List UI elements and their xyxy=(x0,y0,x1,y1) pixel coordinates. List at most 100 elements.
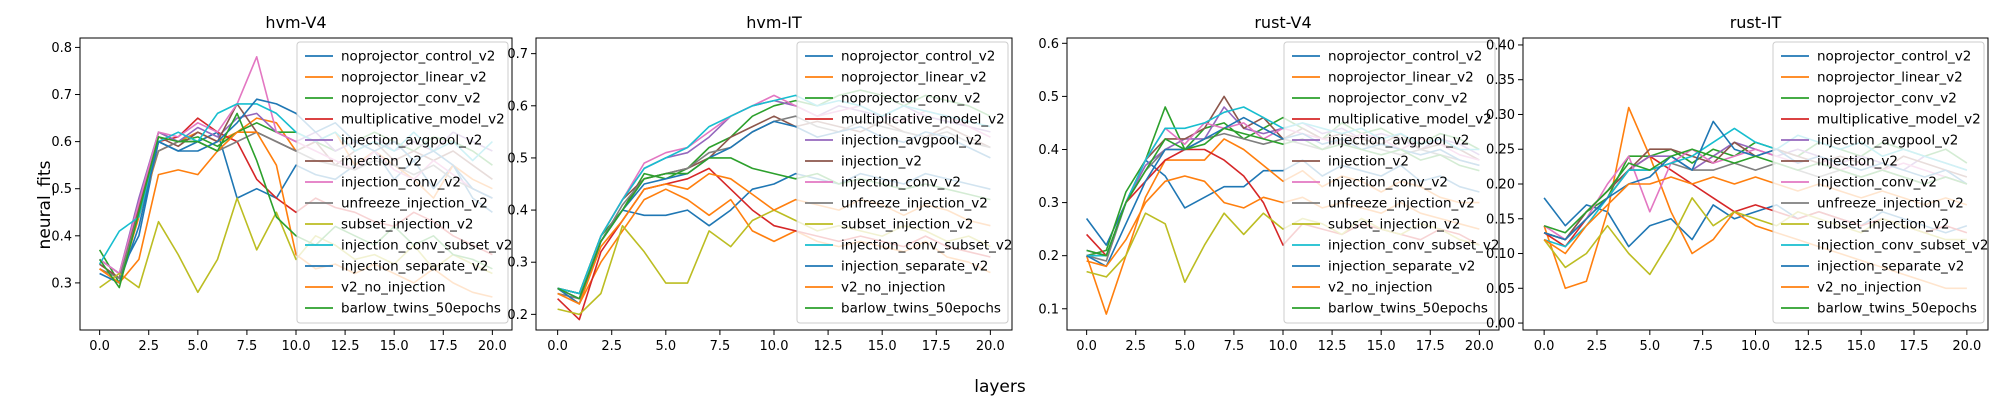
chart-title: hvm-IT xyxy=(746,13,802,32)
legend: noprojector_control_v2 noprojector_linear… xyxy=(1283,41,1500,324)
y-tick-label: 0.20 xyxy=(1486,178,1515,193)
legend-label-injection_separate_v2: injection_separate_v2 xyxy=(841,259,988,275)
y-tick-label: 0.5 xyxy=(51,182,72,197)
chart-panel-hvm-V4: hvm-V4 0.0 2.5 5.0 7.5 10.0 12.5 15.0 17.5 20.0 0.… xyxy=(51,13,513,354)
legend-label-injection_conv_subset_v2: injection_conv_subset_v2 xyxy=(1328,238,1500,254)
legend-label-injection_separate_v2: injection_separate_v2 xyxy=(1817,259,1964,275)
legend-label-multiplicative_model_v2: multiplicative_model_v2 xyxy=(341,112,505,128)
legend-label-injection_avgpool_v2: injection_avgpool_v2 xyxy=(1328,133,1469,149)
y-tick-label: 0.4 xyxy=(1038,143,1059,158)
legend: noprojector_control_v2 noprojector_linear… xyxy=(796,41,1013,324)
legend-label-injection_separate_v2: injection_separate_v2 xyxy=(341,259,488,275)
x-tick-label: 0.0 xyxy=(1076,339,1097,354)
legend-label-barlow_twins_50epochs: barlow_twins_50epochs xyxy=(1817,301,1977,317)
legend-label-v2_no_injection: v2_no_injection xyxy=(841,280,946,296)
chart-panel-rust-V4: rust-V4 0.0 2.5 5.0 7.5 10.0 12.5 15.0 17.5 20.0 0… xyxy=(1038,13,1500,354)
y-tick-label: 0.4 xyxy=(51,229,72,244)
y-tick-label: 0.7 xyxy=(507,47,528,62)
x-tick-label: 7.5 xyxy=(710,339,731,354)
legend-label-noprojector_conv_v2: noprojector_conv_v2 xyxy=(1328,91,1468,107)
legend-label-subset_injection_v2: subset_injection_v2 xyxy=(341,217,474,233)
legend-label-noprojector_conv_v2: noprojector_conv_v2 xyxy=(841,91,981,107)
x-tick-label: 5.0 xyxy=(1639,339,1660,354)
legend-label-multiplicative_model_v2: multiplicative_model_v2 xyxy=(841,112,1005,128)
x-tick-label: 12.5 xyxy=(814,339,843,354)
chart-panels: hvm-V4 0.0 2.5 5.0 7.5 10.0 12.5 15.0 17.5 20.0 0.… xyxy=(51,13,1989,354)
x-tick-label: 0.0 xyxy=(547,339,568,354)
legend-label-v2_no_injection: v2_no_injection xyxy=(1817,280,1922,296)
x-tick-label: 0.0 xyxy=(1534,339,1555,354)
y-tick-label: 0.4 xyxy=(507,204,528,219)
x-tick-label: 7.5 xyxy=(1224,339,1245,354)
x-tick-label: 10.0 xyxy=(1269,339,1298,354)
legend-box xyxy=(1283,41,1496,324)
legend-label-injection_conv_subset_v2: injection_conv_subset_v2 xyxy=(841,238,1013,254)
x-tick-label: 2.5 xyxy=(601,339,622,354)
x-tick-label: 12.5 xyxy=(331,339,360,354)
legend-label-v2_no_injection: v2_no_injection xyxy=(1328,280,1433,296)
legend: noprojector_control_v2 noprojector_linear… xyxy=(1772,41,1989,324)
legend: noprojector_control_v2 noprojector_linear… xyxy=(296,41,513,324)
legend-label-unfreeze_injection_v2: unfreeze_injection_v2 xyxy=(1817,196,1964,212)
y-tick-label: 0.15 xyxy=(1486,212,1515,227)
y-tick-label: 0.35 xyxy=(1486,73,1515,88)
legend-label-injection_separate_v2: injection_separate_v2 xyxy=(1328,259,1475,275)
figure-xlabel: layers xyxy=(974,377,1026,397)
legend-label-injection_v2: injection_v2 xyxy=(341,154,422,170)
legend-label-unfreeze_injection_v2: unfreeze_injection_v2 xyxy=(1328,196,1475,212)
x-tick-label: 17.5 xyxy=(429,339,458,354)
y-tick-label: 0.2 xyxy=(1038,249,1059,264)
x-tick-label: 10.0 xyxy=(760,339,789,354)
legend-label-noprojector_linear_v2: noprojector_linear_v2 xyxy=(341,70,487,86)
y-tick-label: 0.6 xyxy=(1038,37,1059,52)
chart-panel-hvm-IT: hvm-IT 0.0 2.5 5.0 7.5 10.0 12.5 15.0 17.5 20.0 0.… xyxy=(507,13,1013,354)
legend-box xyxy=(1772,41,1985,324)
y-tick-label: 0.6 xyxy=(51,135,72,150)
y-tick-label: 0.3 xyxy=(507,256,528,271)
x-tick-label: 7.5 xyxy=(1692,339,1713,354)
legend-label-injection_conv_v2: injection_conv_v2 xyxy=(1328,175,1448,191)
legend-label-noprojector_conv_v2: noprojector_conv_v2 xyxy=(341,91,481,107)
legend-label-subset_injection_v2: subset_injection_v2 xyxy=(1328,217,1461,233)
y-tick-label: 0.10 xyxy=(1486,247,1515,262)
legend-label-injection_conv_subset_v2: injection_conv_subset_v2 xyxy=(341,238,513,254)
x-tick-label: 2.5 xyxy=(1587,339,1608,354)
y-tick-label: 0.00 xyxy=(1486,317,1515,332)
y-tick-label: 0.1 xyxy=(1038,302,1059,317)
y-tick-label: 0.3 xyxy=(1038,196,1059,211)
x-tick-label: 17.5 xyxy=(922,339,951,354)
legend-label-multiplicative_model_v2: multiplicative_model_v2 xyxy=(1328,112,1492,128)
legend-label-noprojector_conv_v2: noprojector_conv_v2 xyxy=(1817,91,1957,107)
x-tick-label: 20.0 xyxy=(1465,339,1494,354)
legend-label-noprojector_control_v2: noprojector_control_v2 xyxy=(1817,49,1971,65)
x-tick-label: 12.5 xyxy=(1794,339,1823,354)
x-tick-label: 12.5 xyxy=(1318,339,1347,354)
x-tick-label: 15.0 xyxy=(1847,339,1876,354)
y-tick-label: 0.25 xyxy=(1486,143,1515,158)
x-tick-label: 20.0 xyxy=(1952,339,1981,354)
x-tick-label: 15.0 xyxy=(1367,339,1396,354)
legend-label-injection_conv_subset_v2: injection_conv_subset_v2 xyxy=(1817,238,1989,254)
legend-box xyxy=(796,41,1009,324)
legend-label-injection_v2: injection_v2 xyxy=(1817,154,1898,170)
legend-label-injection_conv_v2: injection_conv_v2 xyxy=(1817,175,1937,191)
x-tick-label: 17.5 xyxy=(1900,339,1929,354)
legend-label-injection_conv_v2: injection_conv_v2 xyxy=(341,175,461,191)
chart-title: hvm-V4 xyxy=(265,13,326,32)
legend-label-injection_avgpool_v2: injection_avgpool_v2 xyxy=(341,133,482,149)
chart-panel-rust-IT: rust-IT 0.0 2.5 5.0 7.5 10.0 12.5 15.0 17.5 20.0 0… xyxy=(1486,13,1989,354)
legend-label-noprojector_linear_v2: noprojector_linear_v2 xyxy=(841,70,987,86)
y-tick-label: 0.30 xyxy=(1486,108,1515,123)
legend-label-noprojector_control_v2: noprojector_control_v2 xyxy=(841,49,995,65)
legend-label-injection_v2: injection_v2 xyxy=(1328,154,1409,170)
legend-label-multiplicative_model_v2: multiplicative_model_v2 xyxy=(1817,112,1981,128)
legend-label-v2_no_injection: v2_no_injection xyxy=(341,280,446,296)
legend-label-subset_injection_v2: subset_injection_v2 xyxy=(1817,217,1950,233)
x-tick-label: 5.0 xyxy=(1174,339,1195,354)
x-tick-label: 10.0 xyxy=(282,339,311,354)
y-tick-label: 0.7 xyxy=(51,88,72,103)
chart-title: rust-IT xyxy=(1730,13,1782,32)
x-tick-label: 5.0 xyxy=(187,339,208,354)
x-tick-label: 7.5 xyxy=(237,339,258,354)
